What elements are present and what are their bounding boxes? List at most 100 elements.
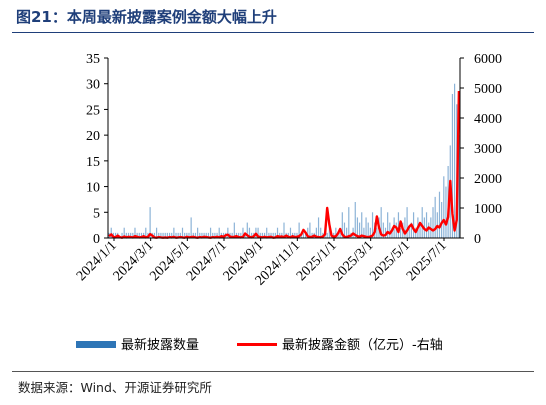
amount-line bbox=[108, 90, 461, 239]
bar bbox=[425, 212, 428, 238]
bar bbox=[192, 232, 194, 238]
right-tick-label: 5000 bbox=[474, 82, 502, 97]
bar bbox=[155, 227, 158, 238]
x-tick-label: 2025/5/1 bbox=[367, 238, 413, 284]
bar bbox=[207, 232, 210, 238]
bar bbox=[279, 232, 281, 238]
legend-label-bar: 最新披露数量 bbox=[121, 337, 199, 353]
left-tick-label: 15 bbox=[86, 155, 100, 170]
bar bbox=[166, 232, 168, 238]
bar bbox=[233, 222, 235, 238]
source-rule bbox=[12, 371, 534, 372]
bar bbox=[266, 227, 268, 238]
bar bbox=[121, 232, 123, 238]
bar bbox=[305, 232, 307, 238]
bar bbox=[110, 227, 112, 238]
bar bbox=[339, 232, 341, 238]
right-tick-label: 2000 bbox=[474, 172, 502, 187]
bar bbox=[443, 176, 445, 238]
bar bbox=[179, 232, 181, 238]
legend-swatch-bar bbox=[76, 341, 116, 348]
bar bbox=[197, 227, 199, 238]
bar bbox=[367, 222, 369, 238]
bar bbox=[434, 196, 436, 238]
bar bbox=[186, 232, 188, 238]
bar bbox=[238, 232, 240, 238]
bar bbox=[168, 232, 171, 238]
bar bbox=[209, 227, 212, 238]
bar bbox=[294, 232, 296, 238]
bar bbox=[134, 227, 136, 238]
bar bbox=[335, 227, 337, 238]
bar bbox=[171, 232, 173, 238]
bar bbox=[251, 232, 253, 238]
x-tick-label: 2025/3/1 bbox=[331, 238, 377, 284]
bar bbox=[397, 212, 400, 238]
bars-layer bbox=[108, 83, 460, 239]
bar bbox=[289, 227, 292, 238]
right-tick-label: 0 bbox=[474, 232, 481, 247]
x-tick-label: 2024/3/1 bbox=[111, 238, 157, 284]
bar bbox=[382, 222, 384, 238]
line-layer bbox=[108, 90, 461, 239]
bar bbox=[270, 232, 272, 238]
bar bbox=[358, 222, 361, 238]
bar bbox=[302, 232, 305, 238]
bar bbox=[387, 212, 389, 238]
title-rule bbox=[12, 32, 534, 33]
bar bbox=[188, 232, 190, 238]
bar bbox=[361, 212, 363, 238]
bar bbox=[363, 227, 365, 238]
x-tick-label: 2024/7/1 bbox=[184, 238, 230, 284]
bar bbox=[201, 232, 203, 238]
bar bbox=[136, 232, 138, 238]
bar bbox=[400, 227, 402, 238]
bar bbox=[123, 227, 125, 238]
bar bbox=[341, 212, 343, 238]
bar bbox=[175, 232, 177, 238]
bar bbox=[428, 222, 430, 238]
right-tick-label: 4000 bbox=[474, 112, 502, 127]
x-tick-label: 2024/5/1 bbox=[147, 238, 193, 284]
bar bbox=[309, 222, 311, 238]
bar bbox=[184, 232, 186, 238]
bar bbox=[337, 232, 339, 238]
bar bbox=[458, 135, 460, 238]
bar bbox=[408, 227, 410, 238]
bar bbox=[153, 232, 156, 238]
bar bbox=[263, 232, 266, 238]
bar bbox=[356, 217, 359, 238]
bar bbox=[445, 186, 447, 238]
bar bbox=[432, 207, 434, 238]
bar bbox=[231, 232, 233, 238]
left-tick-label: 20 bbox=[86, 129, 100, 144]
bar bbox=[348, 207, 350, 238]
bar bbox=[419, 222, 421, 238]
bar bbox=[441, 202, 443, 238]
bar bbox=[127, 232, 130, 238]
axes-layer: 0 5 10 15 20 25 30 35 0 1000 2000 3000 4000 5000 6000 2… bbox=[74, 52, 502, 289]
bar bbox=[454, 83, 456, 239]
bar bbox=[272, 232, 274, 238]
bar bbox=[203, 232, 205, 238]
bar bbox=[140, 232, 143, 238]
bar bbox=[257, 227, 259, 238]
legend-label-line: 最新披露金额（亿元）-右轴 bbox=[282, 337, 443, 353]
bar bbox=[451, 94, 454, 238]
bar bbox=[242, 227, 244, 238]
bar bbox=[365, 217, 367, 238]
bar bbox=[317, 217, 320, 238]
bar bbox=[369, 227, 371, 238]
bar bbox=[343, 222, 346, 238]
bar bbox=[227, 227, 229, 238]
x-tick-label: 2025/1/1 bbox=[294, 238, 340, 284]
bar bbox=[216, 232, 218, 238]
bar bbox=[149, 207, 151, 238]
bar bbox=[389, 222, 391, 238]
bar bbox=[205, 232, 207, 238]
bar bbox=[138, 232, 140, 238]
right-tick-label: 6000 bbox=[474, 52, 502, 67]
bar bbox=[248, 227, 251, 238]
bar bbox=[181, 227, 184, 238]
